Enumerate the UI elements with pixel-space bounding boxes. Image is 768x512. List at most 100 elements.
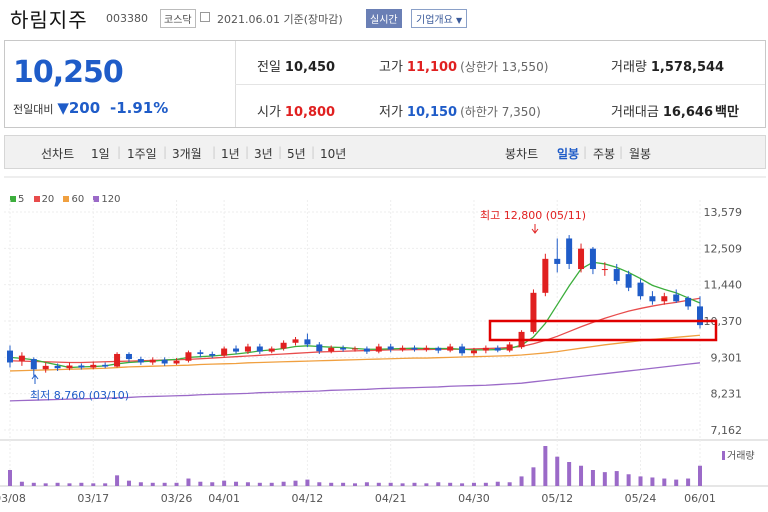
candle-body <box>459 346 466 354</box>
tab-period-1d[interactable]: 1일 <box>91 147 110 161</box>
volume-bar <box>162 482 167 486</box>
volume-bar <box>115 475 120 486</box>
upper-limit: (상한가 13,550) <box>460 60 549 74</box>
candle-body <box>673 294 680 302</box>
tab-period-10y[interactable]: 10년 <box>320 147 347 161</box>
low-label: 저가 <box>379 105 403 120</box>
prev-close: 전일 10,450 <box>257 56 335 75</box>
volume-bar <box>19 481 24 486</box>
base-date: 2021.06.01 기준(장마감) <box>217 13 343 26</box>
candle-body <box>197 352 204 354</box>
volume-bar <box>662 478 667 486</box>
trade-amount: 거래대금 16,646 백만 <box>611 101 739 120</box>
amount-value: 16,646 <box>662 105 714 120</box>
stock-code: 003380 <box>106 12 148 25</box>
high-price: 고가 11,100 (상한가 13,550) <box>379 56 548 75</box>
candle-body <box>78 365 85 368</box>
volume-bar <box>531 467 536 486</box>
company-overview-label: 기업개요 <box>416 15 453 26</box>
chevron-down-icon: ▼ <box>456 16 463 25</box>
volume-bar <box>150 482 155 486</box>
volume-bar <box>329 482 334 486</box>
stock-header: 하림지주 003380 코스닥 2021.06.01 기준(장마감) 실시간 기… <box>0 0 768 38</box>
high-value: 11,100 <box>406 60 458 75</box>
candle-body <box>589 248 596 270</box>
volume-bar <box>543 446 548 486</box>
change-value: 200 <box>68 99 101 117</box>
calendar-icon <box>200 12 210 22</box>
ma5-legend: 5 <box>18 194 25 205</box>
price-summary: 10,250 전일대비 ▼200 -1.91% 전일 10,450 고가 11,10… <box>4 40 766 128</box>
candle-body <box>423 347 430 350</box>
open-price: 시가 10,800 <box>257 101 335 120</box>
ma120-legend: 120 <box>101 194 121 205</box>
candle-body <box>221 348 228 356</box>
candle-body <box>173 360 180 364</box>
volume-bar <box>650 477 655 486</box>
volume-bar <box>424 483 429 486</box>
tab-period-1w[interactable]: 1주일 <box>127 147 157 161</box>
candle-body <box>340 347 347 350</box>
volume-bar <box>269 482 274 486</box>
candle-body <box>256 346 263 352</box>
candle-body <box>125 353 132 360</box>
tab-separator: | <box>163 145 168 159</box>
ma120-swatch <box>93 196 100 202</box>
tab-separator: | <box>117 145 122 159</box>
candle-body <box>328 347 335 352</box>
volume: 거래량 1,578,544 <box>611 56 724 75</box>
tab-monthly[interactable]: 월봉 <box>629 147 652 161</box>
volume-bar <box>293 480 298 486</box>
volume-bar <box>91 483 96 486</box>
ma60-line <box>9 334 701 372</box>
ma20-line <box>9 297 701 364</box>
volume-bar <box>257 482 262 486</box>
volume-bar <box>281 481 286 486</box>
candle-body <box>661 296 668 302</box>
volume-bar <box>138 482 143 486</box>
candle-body <box>316 344 323 352</box>
volume-bar <box>103 483 108 486</box>
volume-bar <box>364 482 369 486</box>
realtime-button[interactable]: 실시간 <box>366 9 402 28</box>
volume-bar <box>626 474 631 486</box>
x-tick-label: 04/01 <box>208 492 240 505</box>
candle-body <box>387 346 394 350</box>
volume-bar <box>245 482 250 486</box>
volume-bar <box>126 480 131 486</box>
volume-bar <box>614 471 619 486</box>
candle-chart-label: 봉차트 <box>505 147 539 161</box>
tab-period-5y[interactable]: 5년 <box>287 147 306 161</box>
candle-body <box>697 306 703 326</box>
candle-body <box>42 365 49 370</box>
tab-period-3y[interactable]: 3년 <box>254 147 273 161</box>
candle-body <box>102 364 109 367</box>
tab-weekly[interactable]: 주봉 <box>593 147 616 161</box>
prev-close-label: 전일 <box>257 60 281 75</box>
candle-body <box>578 248 585 270</box>
volume-bar <box>388 482 393 486</box>
volume-bar <box>8 470 12 486</box>
tab-period-3m[interactable]: 3개월 <box>172 147 202 161</box>
amount-label: 거래대금 <box>611 105 659 120</box>
candle-body <box>625 274 632 288</box>
volume-bar <box>55 482 60 486</box>
tab-period-1y[interactable]: 1년 <box>221 147 240 161</box>
candle-body <box>530 292 537 332</box>
candle-body <box>280 342 287 349</box>
x-tick-label: 04/12 <box>292 492 324 505</box>
candle-body <box>66 365 73 369</box>
volume-bar <box>353 483 357 486</box>
company-overview-button[interactable]: 기업개요 ▼ <box>411 9 468 28</box>
tab-daily[interactable]: 일봉 <box>557 147 580 161</box>
x-tick-label: 03/17 <box>77 492 109 505</box>
x-tick-label: 05/12 <box>541 492 573 505</box>
volume-bar <box>590 470 595 486</box>
x-tick-label: 03/08 <box>0 492 26 505</box>
ma5-swatch <box>10 196 16 202</box>
price-change: 전일대비 ▼200 -1.91% <box>13 99 168 117</box>
candle-body <box>482 347 489 351</box>
y-tick-label: 7,162 <box>711 424 743 437</box>
prev-close-value: 10,450 <box>284 60 336 75</box>
